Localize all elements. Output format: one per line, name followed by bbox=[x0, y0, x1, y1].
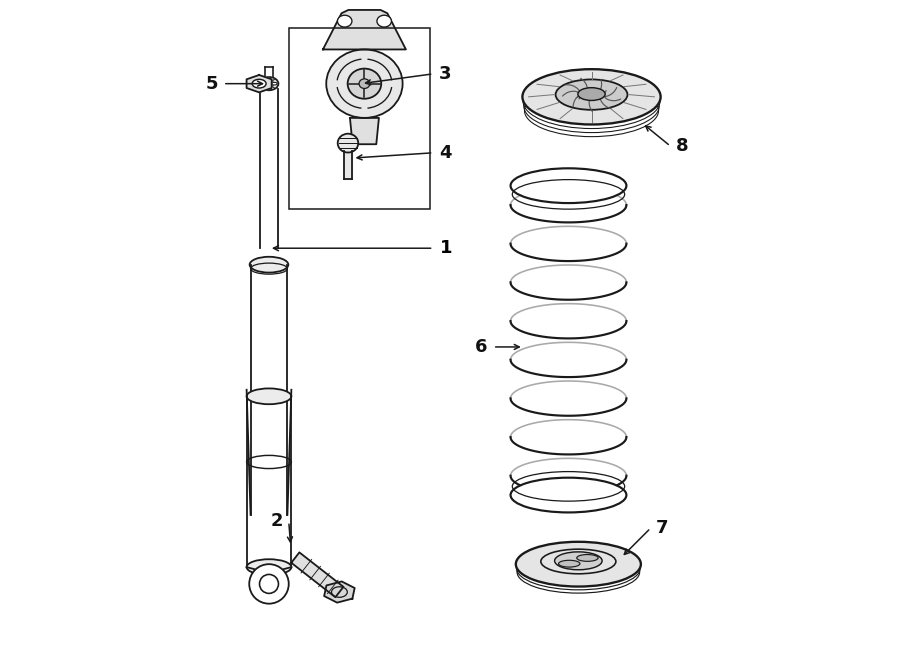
Ellipse shape bbox=[269, 78, 274, 81]
Ellipse shape bbox=[359, 79, 370, 89]
Polygon shape bbox=[292, 553, 344, 598]
Ellipse shape bbox=[252, 79, 266, 88]
Ellipse shape bbox=[347, 69, 382, 98]
Text: 2: 2 bbox=[271, 512, 284, 530]
Text: 4: 4 bbox=[439, 144, 451, 162]
Text: 8: 8 bbox=[676, 137, 688, 155]
Ellipse shape bbox=[510, 169, 626, 203]
Text: 5: 5 bbox=[205, 75, 218, 93]
Bar bbox=[289, 28, 430, 209]
Ellipse shape bbox=[522, 69, 661, 124]
Ellipse shape bbox=[249, 256, 288, 272]
Polygon shape bbox=[247, 75, 272, 93]
Ellipse shape bbox=[555, 79, 627, 110]
Text: 3: 3 bbox=[439, 65, 451, 83]
Ellipse shape bbox=[554, 552, 602, 570]
Ellipse shape bbox=[327, 50, 402, 118]
Ellipse shape bbox=[559, 561, 580, 567]
Ellipse shape bbox=[578, 88, 605, 100]
Ellipse shape bbox=[510, 478, 626, 512]
Polygon shape bbox=[344, 151, 352, 178]
Text: 6: 6 bbox=[475, 338, 488, 356]
Polygon shape bbox=[350, 118, 379, 144]
Ellipse shape bbox=[247, 559, 292, 575]
Ellipse shape bbox=[272, 83, 277, 85]
Ellipse shape bbox=[577, 555, 598, 561]
Ellipse shape bbox=[264, 87, 269, 89]
Polygon shape bbox=[323, 10, 406, 50]
Ellipse shape bbox=[264, 78, 269, 81]
Ellipse shape bbox=[377, 15, 392, 27]
Polygon shape bbox=[324, 582, 355, 603]
Text: 7: 7 bbox=[656, 519, 669, 537]
Ellipse shape bbox=[269, 87, 274, 89]
Ellipse shape bbox=[259, 77, 278, 91]
Ellipse shape bbox=[261, 83, 266, 85]
Ellipse shape bbox=[516, 542, 641, 586]
Ellipse shape bbox=[338, 15, 352, 27]
Ellipse shape bbox=[247, 389, 292, 405]
Text: 1: 1 bbox=[440, 239, 453, 257]
Ellipse shape bbox=[338, 134, 358, 153]
Ellipse shape bbox=[249, 564, 289, 603]
